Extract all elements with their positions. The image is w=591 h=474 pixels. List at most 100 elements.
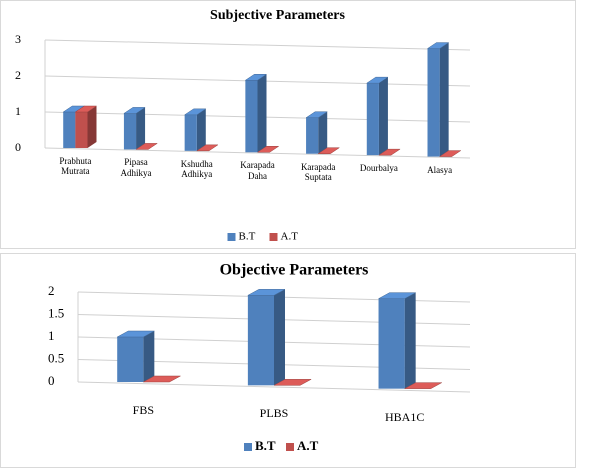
legend-label: A.T bbox=[281, 231, 299, 243]
bar bbox=[143, 375, 181, 383]
x-tick-label: Karapada Suptata bbox=[300, 161, 336, 183]
legend-label: B.T bbox=[239, 231, 256, 243]
legend-swatch bbox=[244, 443, 252, 451]
bar-top bbox=[378, 148, 401, 156]
bar bbox=[365, 76, 389, 156]
x-tick-label-box: Dourbalya bbox=[359, 163, 398, 174]
x-tick-label-box: HBA1C bbox=[384, 410, 425, 424]
x-tick-label: Karapada Daha bbox=[240, 160, 275, 181]
panel-border bbox=[0, 253, 576, 468]
bar-side bbox=[274, 289, 285, 386]
bar-top bbox=[143, 375, 181, 383]
bar-front bbox=[306, 117, 319, 154]
y-tick-label: 0 bbox=[48, 373, 55, 388]
bar-top bbox=[305, 111, 329, 118]
x-tick-label-box: Karapada Suptata bbox=[300, 161, 336, 183]
bar bbox=[256, 146, 280, 153]
bar bbox=[426, 42, 450, 157]
bar-side bbox=[136, 107, 146, 150]
bar-side bbox=[143, 331, 155, 382]
bar-side bbox=[257, 74, 267, 153]
bar-top bbox=[135, 143, 159, 150]
x-tick-label: Pipasa Adhikya bbox=[120, 157, 152, 178]
bar-top bbox=[183, 108, 207, 116]
grid-line bbox=[44, 147, 471, 159]
bar-front bbox=[123, 113, 137, 150]
bar bbox=[317, 147, 341, 154]
bar-side bbox=[439, 42, 449, 157]
bar bbox=[438, 150, 462, 157]
bar-front bbox=[247, 295, 274, 386]
bar-side bbox=[378, 77, 388, 156]
y-tick-label: 1 bbox=[15, 104, 21, 118]
chart-title: Subjective Parameters bbox=[210, 8, 345, 23]
bar bbox=[74, 105, 98, 148]
bar-front bbox=[245, 80, 258, 153]
x-tick-label: FBS bbox=[132, 404, 154, 417]
bar-top bbox=[426, 42, 450, 49]
bar-front bbox=[378, 298, 405, 389]
bar-side bbox=[318, 111, 328, 154]
x-tick-label-box: FBS bbox=[132, 404, 154, 417]
x-tick-label: HBA1C bbox=[384, 410, 425, 424]
y-tick-label: 2 bbox=[48, 283, 55, 298]
bar-top bbox=[404, 382, 442, 389]
bar bbox=[273, 379, 312, 386]
x-tick-label: Kshudha Adhikya bbox=[180, 158, 213, 180]
y-tick-label: 2 bbox=[15, 68, 21, 82]
y-tick-label: 3 bbox=[15, 32, 21, 46]
bar bbox=[117, 330, 155, 382]
bar bbox=[247, 289, 286, 386]
bar bbox=[404, 382, 442, 389]
bar bbox=[123, 107, 146, 150]
y-tick-label: 0 bbox=[15, 140, 21, 154]
legend-label: B.T bbox=[255, 438, 276, 453]
bar-top bbox=[74, 105, 98, 113]
x-tick-label-box: Alasya bbox=[427, 164, 453, 175]
grid-line bbox=[77, 381, 471, 393]
bar-top bbox=[438, 150, 462, 157]
grid-line bbox=[44, 39, 471, 51]
legend-label: A.T bbox=[297, 438, 319, 453]
chart-title: Objective Parameters bbox=[220, 262, 369, 279]
bar-side bbox=[87, 106, 97, 148]
y-tick-label: 1 bbox=[48, 328, 55, 343]
bar-front bbox=[366, 83, 379, 156]
bar-top bbox=[195, 144, 219, 152]
x-tick-label: PLBS bbox=[259, 407, 289, 421]
y-tick-label: 1.5 bbox=[48, 305, 64, 320]
bar bbox=[135, 143, 159, 150]
bar-top bbox=[365, 76, 389, 84]
bar bbox=[378, 148, 401, 156]
bar-front bbox=[63, 112, 76, 148]
bar bbox=[244, 74, 268, 153]
x-tick-label-box: Pipasa Adhikya bbox=[120, 157, 152, 178]
x-tick-label: Dourbalya bbox=[359, 163, 398, 174]
bar-front bbox=[117, 337, 144, 382]
x-tick-label: Alasya bbox=[427, 164, 453, 175]
x-tick-label-box: Kshudha Adhikya bbox=[180, 158, 213, 180]
bar-top bbox=[247, 289, 286, 296]
bar-top bbox=[244, 74, 268, 81]
bar-front bbox=[75, 112, 88, 148]
bar-side bbox=[404, 292, 416, 389]
legend-swatch bbox=[286, 443, 294, 451]
x-tick-label-box: PLBS bbox=[259, 407, 289, 421]
panel-border bbox=[0, 0, 576, 249]
bar bbox=[195, 144, 219, 152]
bar-top bbox=[317, 147, 341, 154]
bar-top bbox=[273, 379, 312, 386]
bar-front bbox=[184, 114, 197, 151]
bar-top bbox=[378, 292, 416, 299]
bar-top bbox=[256, 146, 280, 153]
x-tick-label: Prabhuta Mutrata bbox=[59, 156, 92, 177]
legend-swatch bbox=[269, 233, 278, 241]
y-tick-label: 0.5 bbox=[48, 350, 64, 365]
x-tick-label-box: Karapada Daha bbox=[240, 160, 275, 181]
bar bbox=[305, 111, 329, 154]
legend-swatch bbox=[227, 233, 236, 241]
bar-side bbox=[196, 108, 206, 151]
bar bbox=[378, 292, 416, 389]
x-tick-label-box: Prabhuta Mutrata bbox=[59, 156, 92, 177]
